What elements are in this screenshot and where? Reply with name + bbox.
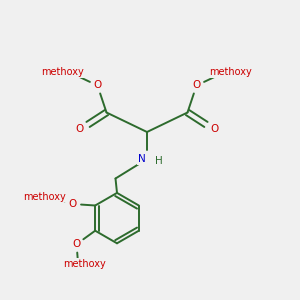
Text: methoxy: methoxy bbox=[42, 67, 84, 77]
Text: N: N bbox=[138, 154, 146, 164]
Text: O: O bbox=[75, 124, 84, 134]
Text: O: O bbox=[73, 239, 81, 249]
Text: H: H bbox=[154, 155, 162, 166]
Text: O: O bbox=[93, 80, 102, 91]
Text: methoxy: methoxy bbox=[63, 259, 106, 269]
Text: O: O bbox=[69, 199, 77, 209]
Text: O: O bbox=[210, 124, 219, 134]
Text: methoxy: methoxy bbox=[210, 67, 252, 77]
Text: methoxy: methoxy bbox=[23, 191, 66, 202]
Text: O: O bbox=[192, 80, 201, 91]
